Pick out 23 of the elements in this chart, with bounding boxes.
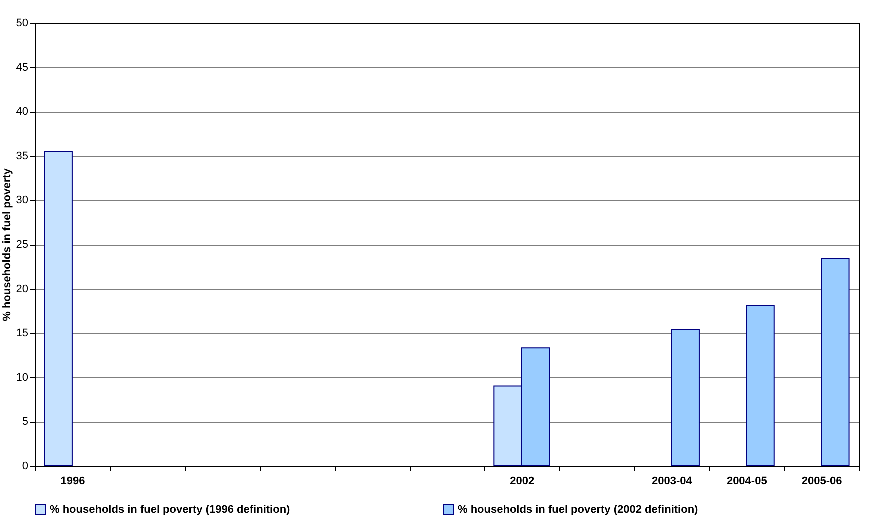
bar	[671, 329, 700, 466]
bar	[821, 258, 850, 466]
x-tick-label: 2003-04	[652, 476, 694, 488]
y-tick-label: 50	[16, 18, 28, 30]
bar	[44, 150, 73, 466]
y-tick-label: 45	[16, 62, 28, 74]
legend-label: % households in fuel poverty (2002 definition)	[458, 504, 699, 516]
y-tick-label: 5	[22, 416, 28, 428]
y-tick-label: 15	[16, 328, 28, 340]
bar	[746, 305, 775, 466]
x-tick-label: 2002	[510, 476, 535, 488]
y-tick-label: 20	[16, 283, 28, 296]
y-tick-label: 0	[22, 460, 28, 472]
x-tick-label: 1996	[60, 476, 86, 488]
y-axis-title: % households in fuel poverty	[1, 168, 14, 322]
x-tick-label: 2004-05	[726, 476, 768, 488]
y-tick-label: 30	[16, 194, 28, 207]
y-tick-label: 35	[16, 150, 28, 162]
x-tick-label: 2005-06	[802, 476, 842, 488]
y-tick-label: 25	[16, 239, 28, 251]
y-tick-label: 10	[16, 372, 28, 384]
y-tick-label: 40	[16, 106, 28, 118]
legend-label: % households in fuel poverty (1996 definition)	[50, 504, 291, 516]
